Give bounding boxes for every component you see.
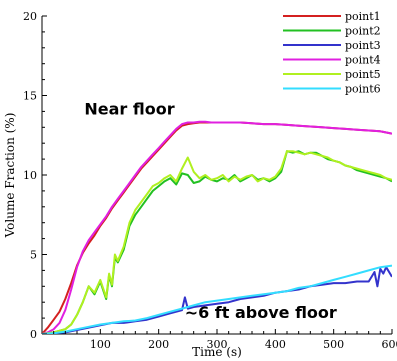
legend-label-point5: point5 (345, 68, 381, 81)
annotations: Near floor ~6 ft above floor (84, 100, 337, 323)
series-layer (42, 120, 392, 334)
y-tick-label: 20 (23, 10, 37, 23)
x-axis-label: Time (s) (192, 345, 242, 359)
x-tick-label: 500 (323, 338, 344, 351)
x-tick-label: 600 (382, 338, 397, 351)
annotation-2: ~6 ft above floor (185, 303, 337, 322)
y-axis-label: Volume Fraction (%) (3, 113, 17, 239)
ticks-layer: 0 5 10 15 20 100 200 300 400 500 600 (23, 10, 397, 351)
axes (41, 16, 392, 335)
annotation-1: Near floor (84, 100, 174, 119)
y-tick-label: 15 (23, 90, 37, 103)
legend-label-point1: point1 (345, 10, 381, 23)
series-line-point6 (42, 264, 392, 334)
series-line-point5 (42, 150, 392, 334)
y-tick-label: 5 (30, 249, 37, 262)
y-tick-label: 10 (23, 169, 37, 182)
legend-label-point4: point4 (345, 54, 381, 67)
series-line-point4 (42, 120, 392, 334)
x-tick-label: 200 (148, 338, 169, 351)
x-tick-label: 400 (265, 338, 286, 351)
legend-label-point2: point2 (345, 25, 381, 38)
legend-label-point3: point3 (345, 39, 381, 52)
y-tick-label: 0 (30, 328, 37, 341)
x-tick-label: 100 (90, 338, 111, 351)
x-tick-label: 300 (207, 338, 228, 351)
legend-label-point6: point6 (345, 83, 381, 96)
